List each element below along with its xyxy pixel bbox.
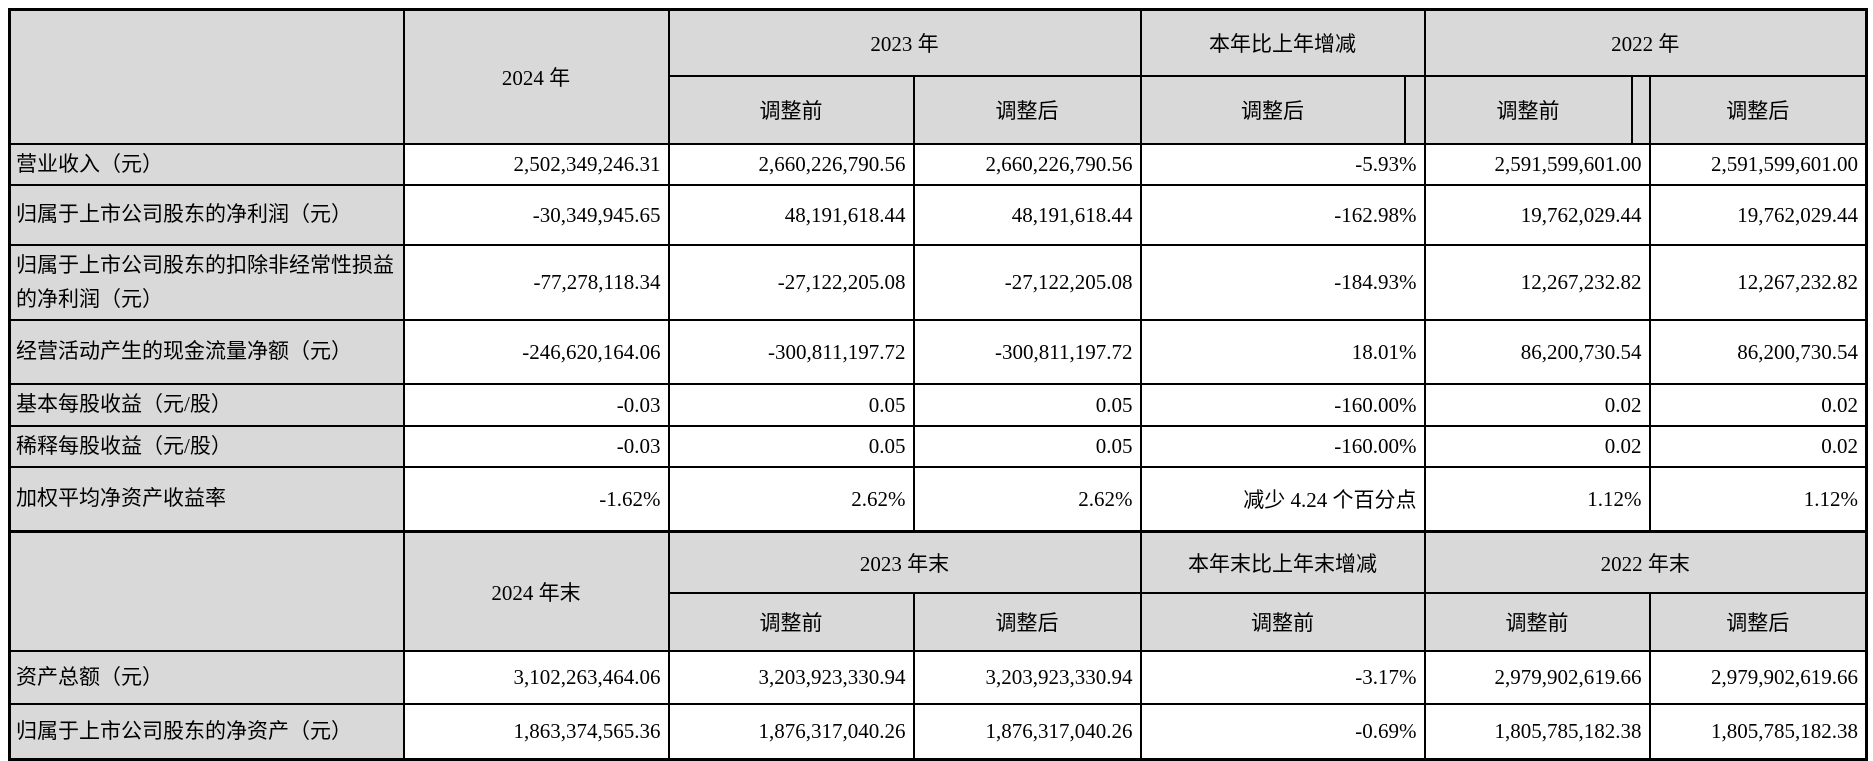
cell-2022-after: 19,762,029.44 bbox=[1648, 184, 1868, 247]
header-2023-end: 2023 年末 bbox=[667, 529, 1142, 595]
section1-header-row-1: 2024 年 2023 年 本年比上年增减 2022 年 bbox=[8, 8, 1868, 145]
subheader-change-after: 调整后 bbox=[1139, 74, 1406, 145]
cell-2022-before: 86,200,730.54 bbox=[1423, 319, 1651, 386]
cell-2023-before: -300,811,197.72 bbox=[667, 319, 915, 386]
cell-2022-before: 19,762,029.44 bbox=[1423, 184, 1651, 247]
row-label: 营业收入（元） bbox=[8, 142, 405, 187]
header-2024: 2024 年 bbox=[402, 8, 670, 145]
table-row: 资产总额（元） 3,102,263,464.06 3,203,923,330.9… bbox=[8, 650, 1868, 706]
header-change-end: 本年末比上年末增减 bbox=[1139, 529, 1426, 595]
cell-2022-before: 1,805,785,182.38 bbox=[1423, 703, 1651, 761]
cell-2022-after: 12,267,232.82 bbox=[1648, 244, 1868, 322]
cell-2022-after: 2,979,902,619.66 bbox=[1648, 650, 1868, 706]
cell-change: 减少 4.24 个百分点 bbox=[1139, 466, 1426, 533]
subheader-2022-before: 调整前 bbox=[1423, 74, 1633, 145]
subheader-changeend-before: 调整前 bbox=[1139, 592, 1426, 653]
table-row: 归属于上市公司股东的净利润（元） -30,349,945.65 48,191,6… bbox=[8, 184, 1868, 247]
financial-summary-table: 2024 年 2023 年 本年比上年增减 2022 年 调整前 调整后 调整后… bbox=[8, 8, 1869, 761]
cell-2023-after: 0.05 bbox=[912, 424, 1142, 469]
cell-2023-before: 1,876,317,040.26 bbox=[667, 703, 915, 761]
subheader-spacer-1 bbox=[1403, 74, 1426, 145]
cell-2022-after: 86,200,730.54 bbox=[1648, 319, 1868, 386]
cell-change: -184.93% bbox=[1139, 244, 1426, 322]
corner-cell bbox=[8, 529, 405, 653]
cell-2023-before: 2.62% bbox=[667, 466, 915, 533]
cell-2023-after: 2,660,226,790.56 bbox=[912, 142, 1142, 187]
cell-change: -160.00% bbox=[1139, 383, 1426, 427]
table-row: 经营活动产生的现金流量净额（元） -246,620,164.06 -300,81… bbox=[8, 319, 1868, 386]
cell-2022-before: 12,267,232.82 bbox=[1423, 244, 1651, 322]
cell-2022-before: 2,979,902,619.66 bbox=[1423, 650, 1651, 706]
header-2024-end: 2024 年末 bbox=[402, 529, 670, 653]
table-row: 归属于上市公司股东的净资产（元） 1,863,374,565.36 1,876,… bbox=[8, 703, 1868, 761]
cell-2022-before: 0.02 bbox=[1423, 383, 1651, 427]
row-label: 加权平均净资产收益率 bbox=[8, 466, 405, 533]
table-row: 基本每股收益（元/股） -0.03 0.05 0.05 -160.00% 0.0… bbox=[8, 383, 1868, 427]
subheader-2023end-after: 调整后 bbox=[912, 592, 1142, 653]
cell-change: -0.69% bbox=[1139, 703, 1426, 761]
header-2023: 2023 年 bbox=[667, 8, 1142, 77]
cell-2022-before: 1.12% bbox=[1423, 466, 1651, 533]
header-2022-end: 2022 年末 bbox=[1423, 529, 1868, 595]
cell-change: -162.98% bbox=[1139, 184, 1426, 247]
cell-change: 18.01% bbox=[1139, 319, 1426, 386]
row-label: 归属于上市公司股东的扣除非经常性损益的净利润（元） bbox=[8, 244, 405, 322]
cell-2023-before: 2,660,226,790.56 bbox=[667, 142, 915, 187]
subheader-2022end-after: 调整后 bbox=[1648, 592, 1868, 653]
cell-2023-before: 0.05 bbox=[667, 383, 915, 427]
cell-2024: 2,502,349,246.31 bbox=[402, 142, 670, 187]
cell-2022-after: 0.02 bbox=[1648, 383, 1868, 427]
cell-2022-after: 0.02 bbox=[1648, 424, 1868, 469]
cell-2022-before: 0.02 bbox=[1423, 424, 1651, 469]
cell-2024: -1.62% bbox=[402, 466, 670, 533]
cell-2023-after: 48,191,618.44 bbox=[912, 184, 1142, 247]
subheader-2022-after: 调整后 bbox=[1648, 74, 1868, 145]
row-label: 归属于上市公司股东的净资产（元） bbox=[8, 703, 405, 761]
cell-2023-after: 2.62% bbox=[912, 466, 1142, 533]
section1-header-row-2: 调整前 调整后 调整后 调整前 调整后 bbox=[10, 74, 1868, 145]
cell-change: -160.00% bbox=[1139, 424, 1426, 469]
cell-2022-after: 2,591,599,601.00 bbox=[1648, 142, 1868, 187]
cell-2024: -246,620,164.06 bbox=[402, 319, 670, 386]
table-row: 归属于上市公司股东的扣除非经常性损益的净利润（元） -77,278,118.34… bbox=[8, 244, 1868, 322]
table-row: 加权平均净资产收益率 -1.62% 2.62% 2.62% 减少 4.24 个百… bbox=[8, 466, 1868, 533]
row-label: 归属于上市公司股东的净利润（元） bbox=[8, 184, 405, 247]
subheader-2022end-before: 调整前 bbox=[1423, 592, 1651, 653]
subheader-2023end-before: 调整前 bbox=[667, 592, 915, 653]
cell-2023-after: 3,203,923,330.94 bbox=[912, 650, 1142, 706]
cell-2024: -0.03 bbox=[402, 383, 670, 427]
row-label: 资产总额（元） bbox=[8, 650, 405, 706]
row-label: 稀释每股收益（元/股） bbox=[8, 424, 405, 469]
subheader-2023-after: 调整后 bbox=[912, 74, 1142, 145]
cell-2023-before: 0.05 bbox=[667, 424, 915, 469]
table-row: 稀释每股收益（元/股） -0.03 0.05 0.05 -160.00% 0.0… bbox=[8, 424, 1868, 469]
section2-header-row-1: 2024 年末 2023 年末 本年末比上年末增减 2022 年末 bbox=[8, 529, 1868, 653]
header-change: 本年比上年增减 bbox=[1139, 8, 1426, 77]
cell-2022-after: 1,805,785,182.38 bbox=[1648, 703, 1868, 761]
subheader-spacer-2 bbox=[1630, 74, 1651, 145]
cell-2024: 3,102,263,464.06 bbox=[402, 650, 670, 706]
cell-2023-before: -27,122,205.08 bbox=[667, 244, 915, 322]
cell-2023-before: 3,203,923,330.94 bbox=[667, 650, 915, 706]
section2-header-row-2: 调整前 调整后 调整前 调整前 调整后 bbox=[10, 592, 1868, 653]
header-2022: 2022 年 bbox=[1423, 8, 1868, 77]
cell-2024: -77,278,118.34 bbox=[402, 244, 670, 322]
cell-2022-after: 1.12% bbox=[1648, 466, 1868, 533]
corner-cell bbox=[8, 8, 405, 145]
cell-2024: -0.03 bbox=[402, 424, 670, 469]
cell-2023-after: 1,876,317,040.26 bbox=[912, 703, 1142, 761]
cell-2022-before: 2,591,599,601.00 bbox=[1423, 142, 1651, 187]
row-label: 基本每股收益（元/股） bbox=[8, 383, 405, 427]
cell-2023-after: 0.05 bbox=[912, 383, 1142, 427]
row-label: 经营活动产生的现金流量净额（元） bbox=[8, 319, 405, 386]
table-row: 营业收入（元） 2,502,349,246.31 2,660,226,790.5… bbox=[8, 142, 1868, 187]
cell-2023-after: -27,122,205.08 bbox=[912, 244, 1142, 322]
cell-change: -5.93% bbox=[1139, 142, 1426, 187]
cell-2024: -30,349,945.65 bbox=[402, 184, 670, 247]
cell-2024: 1,863,374,565.36 bbox=[402, 703, 670, 761]
subheader-2023-before: 调整前 bbox=[667, 74, 915, 145]
cell-change: -3.17% bbox=[1139, 650, 1426, 706]
cell-2023-before: 48,191,618.44 bbox=[667, 184, 915, 247]
cell-2023-after: -300,811,197.72 bbox=[912, 319, 1142, 386]
